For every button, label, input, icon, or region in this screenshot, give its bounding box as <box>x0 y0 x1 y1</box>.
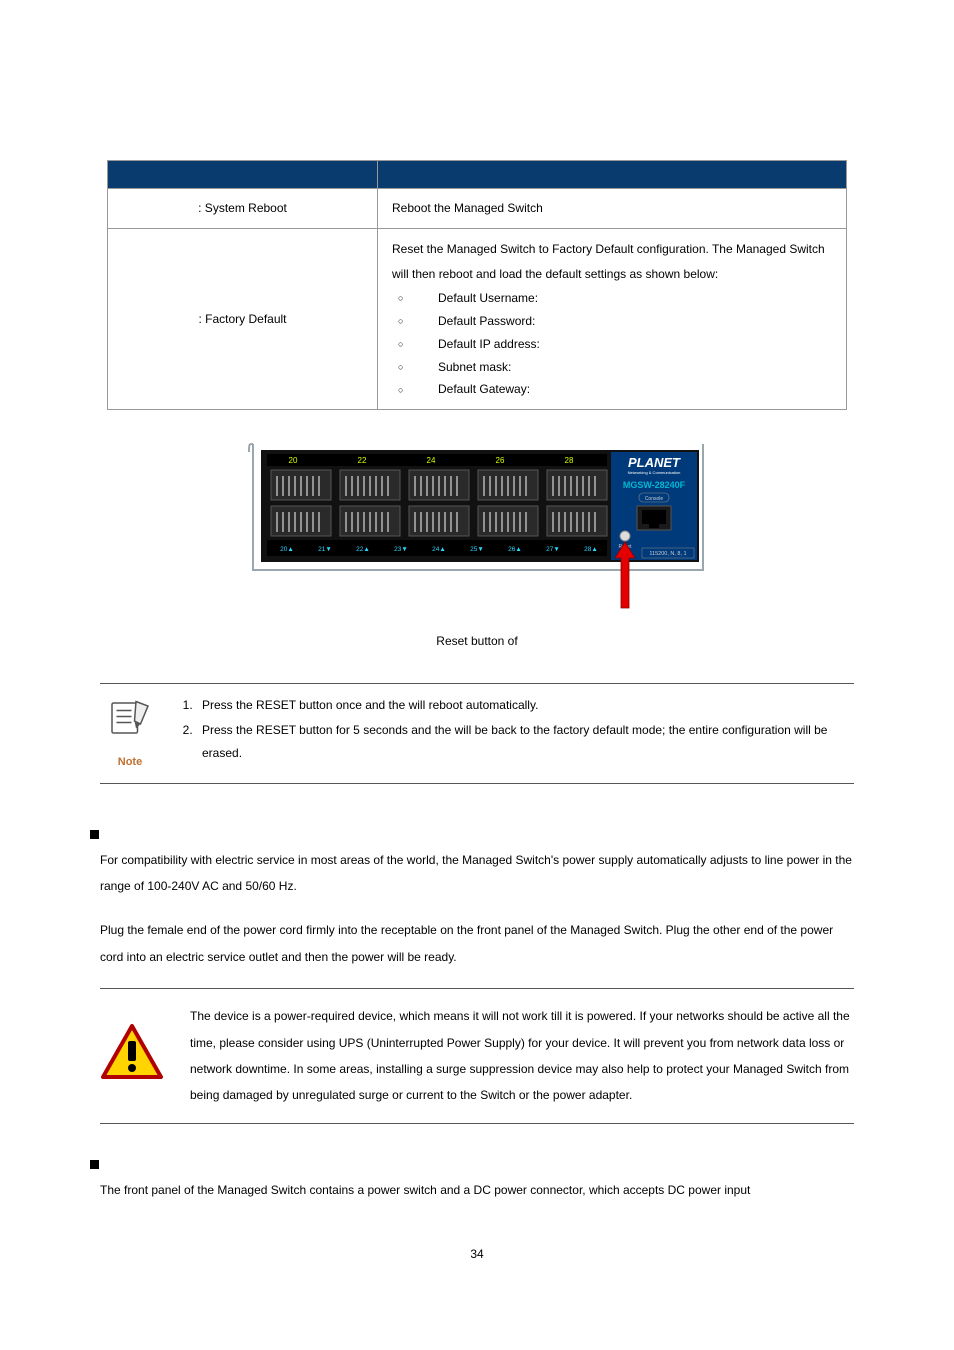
list-item: Default Gateway: <box>398 378 832 401</box>
warning-box: The device is a power-required device, w… <box>100 988 854 1124</box>
table-row: : Factory Default Reset the Managed Swit… <box>108 228 847 409</box>
page-number: 34 <box>50 1243 904 1266</box>
table-header-right <box>378 161 847 189</box>
baud-label: 115200, N, 8, 1 <box>649 551 686 557</box>
brand-text: PLANET <box>628 455 681 470</box>
led-label: 27▼ <box>546 546 560 553</box>
list-item: Default Password: <box>398 310 832 333</box>
led-label: 26▲ <box>508 546 522 553</box>
model-text: MGSW-28240F <box>623 480 686 490</box>
list-item: Default IP address: <box>398 333 832 356</box>
figure-caption: Reset button of <box>50 630 904 653</box>
row1-intro: Reset the Managed Switch to Factory Defa… <box>392 237 832 287</box>
row1-right: Reset the Managed Switch to Factory Defa… <box>378 228 847 409</box>
square-bullet-icon <box>90 830 99 839</box>
led-label: 25▼ <box>470 546 484 553</box>
row1-left: : Factory Default <box>108 228 378 409</box>
brand-sub: Networking & Communication <box>628 470 681 475</box>
dc-section-heading <box>90 1154 904 1169</box>
square-bullet-icon <box>90 1160 99 1169</box>
dc-para: The front panel of the Managed Switch co… <box>100 1177 854 1203</box>
port-label: 20 <box>289 456 298 465</box>
console-label: Console <box>645 496 664 502</box>
note-box: Note Press the RESET button once and the… <box>100 683 854 784</box>
table-row: : System Reboot Reboot the Managed Switc… <box>108 189 847 229</box>
port-label: 22 <box>358 456 367 465</box>
ac-para2: Plug the female end of the power cord fi… <box>100 917 854 970</box>
note-icon: Note <box>100 694 160 773</box>
device-diagram: 20 22 24 26 28 <box>247 440 707 620</box>
led-label: 20▲ <box>280 546 294 553</box>
led-label: 23▼ <box>394 546 408 553</box>
list-item: Default Username: <box>398 287 832 310</box>
port-label: 28 <box>565 456 574 465</box>
ac-section-heading <box>90 824 904 839</box>
port-label: 24 <box>427 456 436 465</box>
ac-para1: For compatibility with electric service … <box>100 847 854 900</box>
row0-left: : System Reboot <box>108 189 378 229</box>
row1-defaults-list: Default Username: Default Password: Defa… <box>392 287 832 401</box>
warning-text: The device is a power-required device, w… <box>190 1003 854 1109</box>
note-item: Press the RESET button once and the will… <box>196 694 854 717</box>
led-label: 21▼ <box>318 546 332 553</box>
row0-right: Reboot the Managed Switch <box>378 189 847 229</box>
warning-icon <box>100 1023 170 1089</box>
led-label: 28▲ <box>584 546 598 553</box>
note-label: Note <box>100 752 160 773</box>
list-item: Subnet mask: <box>398 356 832 379</box>
config-table: : System Reboot Reboot the Managed Switc… <box>107 160 847 410</box>
led-label: 24▲ <box>432 546 446 553</box>
led-label: 22▲ <box>356 546 370 553</box>
table-header-left <box>108 161 378 189</box>
note-content: Press the RESET button once and the will… <box>174 694 854 766</box>
port-label: 26 <box>496 456 505 465</box>
note-item: Press the RESET button for 5 seconds and… <box>196 719 854 765</box>
